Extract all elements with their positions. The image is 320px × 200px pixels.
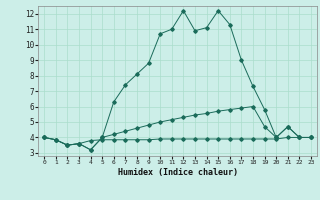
X-axis label: Humidex (Indice chaleur): Humidex (Indice chaleur) [118, 168, 238, 177]
